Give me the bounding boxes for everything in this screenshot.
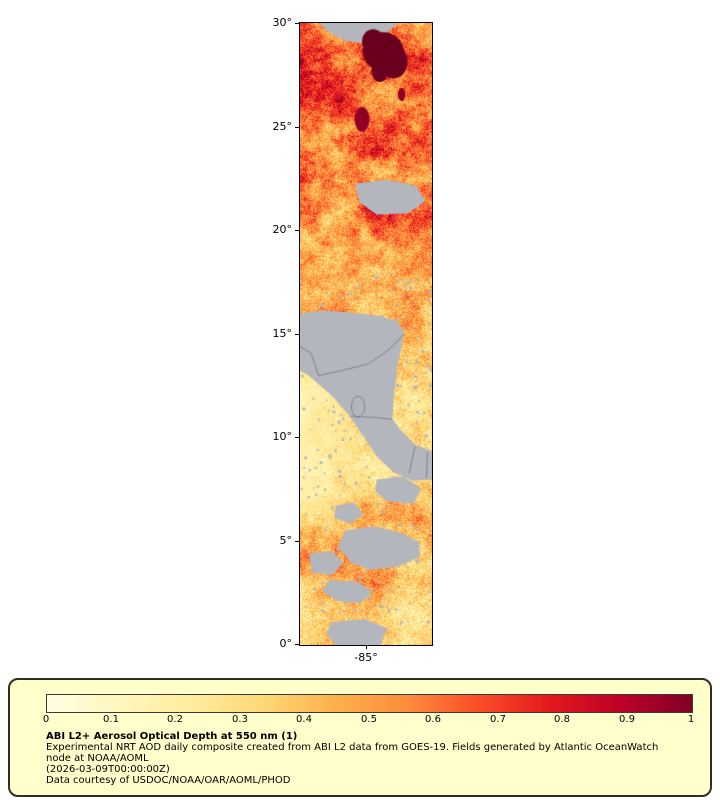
- y-axis-tick-label: 5°: [279, 534, 293, 547]
- colorbar-tick-label: 0: [42, 714, 50, 725]
- x-axis-tick-label: -85°: [354, 651, 378, 664]
- y-axis-tick: [295, 437, 300, 438]
- y-axis-tick: [295, 230, 300, 231]
- y-axis-tick: [295, 127, 300, 128]
- y-axis-tick-label: 25°: [272, 120, 293, 133]
- map-frame: [299, 22, 433, 646]
- y-axis-tick: [295, 23, 300, 24]
- y-axis-tick-label: 10°: [272, 430, 293, 443]
- y-axis-tick-label: 15°: [272, 327, 293, 340]
- colorbar-tick-label: 0.1: [103, 714, 119, 725]
- colorbar-tick-label: 0.9: [619, 714, 635, 725]
- colorbar-tick-label: 0.3: [232, 714, 248, 725]
- aod-map-canvas: [300, 23, 432, 645]
- y-axis-tick-label: 30°: [272, 16, 293, 29]
- colorbar-tick-label: 0.2: [167, 714, 183, 725]
- y-axis-tick: [295, 541, 300, 542]
- y-axis-tick: [295, 644, 300, 645]
- colorbar-tick-label: 0.4: [296, 714, 312, 725]
- y-axis-tick-label: 20°: [272, 223, 293, 236]
- colorbar-tick-label: 1: [687, 714, 695, 725]
- colorbar-tick-label: 0.7: [490, 714, 506, 725]
- legend-timestamp: (2026-03-09T00:00:00Z): [46, 764, 170, 775]
- colorbar-tick-label: 0.6: [425, 714, 441, 725]
- y-axis-tick: [295, 334, 300, 335]
- colorbar-tick-label: 0.8: [554, 714, 570, 725]
- y-axis-tick-label: 0°: [279, 637, 293, 650]
- legend-box: 0 0.1 0.2 0.3 0.4 0.5 0.6 0.7 0.8 0.9 1 …: [8, 678, 712, 797]
- legend-title: ABI L2+ Aerosol Optical Depth at 550 nm …: [46, 731, 298, 742]
- colorbar: [46, 694, 693, 713]
- legend-description: Experimental NRT AOD daily composite cre…: [46, 742, 659, 764]
- legend-credit: Data courtesy of USDOC/NOAA/OAR/AOML/PHO…: [46, 775, 291, 786]
- x-axis-tick: [366, 645, 367, 649]
- colorbar-tick-label: 0.5: [361, 714, 377, 725]
